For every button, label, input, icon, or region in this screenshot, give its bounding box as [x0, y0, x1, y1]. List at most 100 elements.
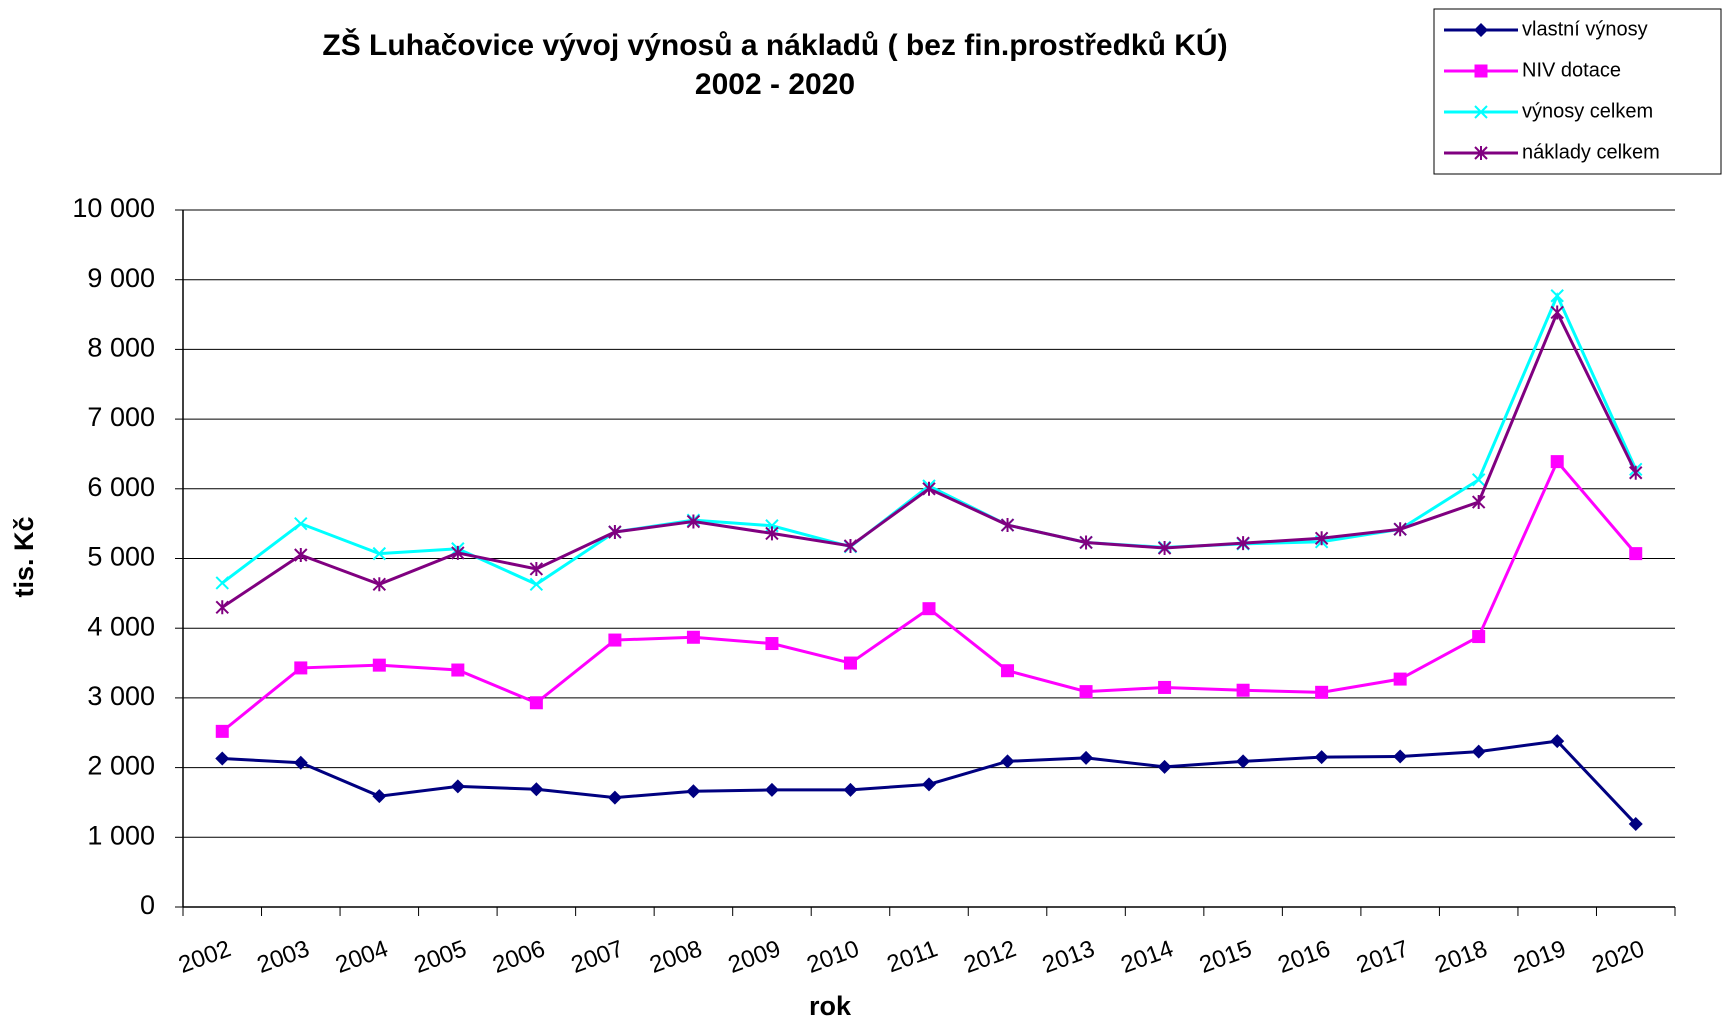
marker [451, 545, 465, 560]
x-tick-label: 2018 [1432, 935, 1491, 979]
marker [294, 516, 308, 531]
marker [1471, 744, 1486, 759]
x-tick-label: 2004 [332, 935, 391, 979]
marker [843, 656, 857, 670]
marker [686, 514, 701, 529]
marker [608, 525, 622, 540]
marker [1158, 680, 1172, 694]
marker [1157, 759, 1172, 774]
marker [451, 663, 465, 677]
marker [1314, 750, 1329, 765]
x-tick-label: 2011 [883, 935, 941, 978]
marker [293, 755, 308, 770]
x-tick-label: 2008 [646, 935, 705, 979]
marker [215, 600, 229, 615]
series-line [221, 292, 1638, 586]
chart-title: ZŠ Luhačovice vývoj výnosů a nákladů ( b… [322, 28, 1227, 62]
marker [1079, 750, 1094, 765]
marker [529, 577, 544, 591]
y-tick-label: 6 000 [87, 472, 155, 502]
marker [1550, 305, 1564, 320]
marker [1236, 536, 1250, 551]
marker [1314, 531, 1329, 546]
y-tick-label: 5 000 [87, 542, 155, 572]
x-tick-label: 2014 [1117, 935, 1176, 979]
x-tick-label: 2003 [254, 935, 313, 979]
marker [1550, 734, 1565, 749]
marker [1628, 817, 1643, 832]
chart-subtitle: 2002 - 2020 [695, 68, 855, 101]
marker [529, 561, 544, 576]
marker [922, 777, 936, 792]
marker [372, 789, 387, 804]
x-tick-label: 2013 [1039, 935, 1098, 979]
marker [1550, 289, 1564, 303]
marker [1000, 518, 1015, 533]
marker [1629, 465, 1643, 480]
marker [1079, 535, 1093, 550]
y-tick-label: 4 000 [87, 611, 155, 641]
marker [1393, 749, 1408, 764]
legend-marker [1474, 105, 1488, 119]
marker [450, 779, 465, 794]
legend-label: vlastní výnosy [1522, 18, 1648, 40]
marker [215, 751, 230, 766]
marker [607, 790, 622, 805]
x-tick-label: 2012 [960, 935, 1019, 979]
x-tick-label: 2006 [489, 935, 548, 979]
y-tick-label: 8 000 [87, 333, 155, 363]
marker [1471, 473, 1486, 487]
legend-marker [1474, 64, 1488, 78]
x-tick-label: 2002 [175, 935, 234, 979]
marker [215, 724, 229, 738]
x-tick-label: 2015 [1196, 935, 1255, 979]
marker [922, 481, 936, 496]
marker [294, 548, 308, 563]
x-axis-label: rok [809, 991, 852, 1021]
marker [1236, 754, 1251, 769]
y-tick-label: 1 000 [87, 820, 155, 850]
marker [372, 658, 386, 672]
y-axis-label: tis. Kč [9, 516, 39, 597]
marker [1393, 672, 1407, 686]
marker [372, 577, 387, 592]
marker [1079, 685, 1093, 699]
y-tick-label: 3 000 [87, 681, 155, 711]
marker [1001, 664, 1015, 678]
x-tick-label: 2020 [1589, 935, 1648, 979]
x-tick-label: 2016 [1274, 935, 1333, 979]
marker [1000, 754, 1015, 769]
y-tick-label: 2 000 [87, 751, 155, 781]
series-line [221, 308, 1638, 609]
marker [1472, 630, 1486, 644]
series-line [221, 458, 1637, 733]
y-tick-label: 9 000 [87, 263, 155, 293]
marker [1393, 522, 1407, 537]
x-tick-label: 2017 [1353, 935, 1412, 979]
marker [765, 637, 779, 651]
x-tick-label: 2009 [725, 935, 784, 979]
marker [1315, 685, 1329, 699]
legend-label: NIV dotace [1522, 59, 1621, 81]
marker [608, 633, 622, 647]
marker [529, 696, 543, 710]
marker [1236, 683, 1250, 697]
marker [922, 602, 936, 616]
marker [764, 782, 779, 797]
marker [765, 526, 779, 541]
marker [1550, 455, 1564, 469]
marker [294, 661, 308, 675]
marker [686, 784, 701, 799]
marker [529, 782, 544, 797]
legend-marker [1474, 146, 1488, 160]
legend-label: výnosy celkem [1522, 100, 1653, 122]
legend-marker [1474, 23, 1488, 37]
x-tick-label: 2019 [1510, 935, 1569, 979]
marker [843, 538, 858, 553]
legend-label: náklady celkem [1522, 141, 1660, 163]
marker [1157, 541, 1172, 556]
marker [1629, 547, 1643, 561]
x-tick-label: 2005 [411, 935, 470, 979]
x-tick-label: 2007 [568, 935, 627, 979]
